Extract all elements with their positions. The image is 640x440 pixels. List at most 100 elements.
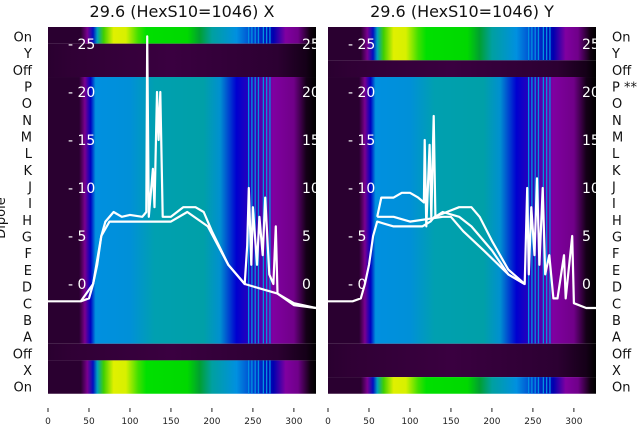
heatmap-streak — [266, 27, 268, 44]
row-label: C — [612, 297, 621, 312]
inner-ytick-label-right: 0 — [302, 277, 311, 293]
inner-ytick-label-right: 15 — [302, 133, 320, 149]
row-label: H — [612, 214, 622, 229]
heatmap-streak — [537, 27, 540, 61]
row-label: On — [612, 31, 630, 46]
inner-ytick-label: - 15 — [68, 133, 95, 149]
xtick-label: 50 — [83, 417, 95, 427]
row-label: X — [612, 364, 621, 379]
row-label: O — [612, 97, 622, 112]
heatmap-band-main — [328, 77, 596, 344]
heatmap-streak — [531, 27, 533, 61]
heatmap-streak — [537, 377, 540, 394]
heatmap-streak — [251, 360, 253, 394]
heatmap-band-off — [48, 343, 316, 361]
row-label: On — [612, 381, 630, 396]
row-label: Y — [23, 47, 32, 62]
row-label: L — [25, 147, 33, 162]
row-label: K — [612, 164, 621, 179]
inner-ytick-label-right: 5 — [302, 229, 311, 245]
xtick-label: 200 — [203, 417, 220, 427]
row-label: C — [23, 297, 32, 312]
heatmap-streak — [262, 27, 265, 44]
xtick-label: 100 — [121, 417, 138, 427]
heatmap-streak — [251, 27, 253, 44]
heatmap-streak — [549, 27, 551, 61]
inner-ytick-label: - 25 — [68, 37, 95, 53]
row-label: J — [611, 181, 616, 196]
inner-ytick-label-right: 15 — [582, 133, 600, 149]
panel-y: - 0 0 - 5 5 - 10 10 - 15 15 - 20 20 - 25 25 — [328, 27, 600, 394]
xtick-label: 250 — [524, 417, 541, 427]
row-label: M — [21, 131, 32, 146]
inner-ytick-label: - 15 — [348, 133, 375, 149]
heatmap-streak — [254, 360, 256, 394]
heatmap-streak — [269, 27, 271, 44]
row-label: I — [28, 197, 32, 212]
inner-ytick-label: - 20 — [348, 85, 375, 101]
heatmap-streak — [549, 377, 551, 394]
inner-ytick-label: - 0 — [68, 277, 86, 293]
overlay-trace — [48, 35, 316, 310]
inner-ytick-label: - 20 — [68, 85, 95, 101]
xtick-label: 150 — [162, 417, 179, 427]
row-label: L — [612, 147, 620, 162]
heatmap-streak — [527, 27, 530, 61]
row-label: A — [612, 331, 621, 346]
inner-ytick-label-right: 0 — [582, 277, 591, 293]
inner-ytick-label-right: 25 — [582, 37, 600, 53]
inner-ytick-label: - 0 — [348, 277, 366, 293]
overlay-trace — [377, 215, 526, 285]
inner-ytick-label: - 25 — [348, 37, 375, 53]
row-label: J — [27, 181, 32, 196]
inner-ytick-label-right: 10 — [302, 181, 320, 197]
inner-ytick-label: - 10 — [68, 181, 95, 197]
heatmap-streak — [262, 360, 265, 394]
heatmap-band-main — [48, 77, 316, 344]
heatmap-band-on — [328, 27, 596, 61]
inner-ytick-label: - 5 — [68, 229, 86, 245]
xtick-label: 200 — [483, 417, 500, 427]
heatmap-streak — [527, 377, 530, 394]
heatmap-streak — [534, 27, 536, 61]
overlay-trace — [79, 210, 316, 310]
heatmap-streak — [269, 360, 271, 394]
heatmap-band-off — [328, 60, 596, 78]
inner-ytick-label-right: 20 — [582, 85, 600, 101]
row-label: G — [612, 231, 622, 246]
row-label: Off — [13, 64, 33, 79]
row-label: M — [612, 131, 623, 146]
heatmap-streak — [542, 377, 545, 394]
xtick-label: 50 — [363, 417, 375, 427]
row-label: G — [22, 231, 32, 246]
panel-title: 29.6 (HexS10=1046) Y — [370, 2, 554, 21]
xtick-label: 100 — [401, 417, 418, 427]
row-label: K — [23, 164, 32, 179]
row-label: On — [14, 381, 32, 396]
row-label: Off — [612, 64, 632, 79]
xtick-label: 0 — [325, 417, 331, 427]
row-label: F — [25, 247, 32, 262]
inner-ytick-label-right: 5 — [582, 229, 591, 245]
xtick-label: 150 — [442, 417, 459, 427]
inner-ytick-label: - 10 — [348, 181, 375, 197]
inner-ytick-label: - 5 — [348, 229, 366, 245]
overlay-trace — [376, 114, 526, 285]
row-label: Y — [611, 47, 620, 62]
row-label: Off — [612, 347, 632, 362]
xtick-label: 300 — [565, 417, 582, 427]
xtick-label: 300 — [285, 417, 302, 427]
row-label: B — [612, 314, 621, 329]
heatmap-streak — [257, 77, 260, 344]
row-label: P ** — [612, 81, 637, 96]
row-label: Off — [13, 347, 33, 362]
row-label: O — [22, 97, 32, 112]
heatmap-streak — [546, 377, 548, 394]
xtick-label: 250 — [244, 417, 261, 427]
heatmap-streak — [257, 360, 260, 394]
heatmap-streak — [542, 27, 545, 61]
inner-ytick-label-right: 20 — [302, 85, 320, 101]
row-label: F — [612, 247, 619, 262]
heatmap-streak — [546, 77, 548, 344]
